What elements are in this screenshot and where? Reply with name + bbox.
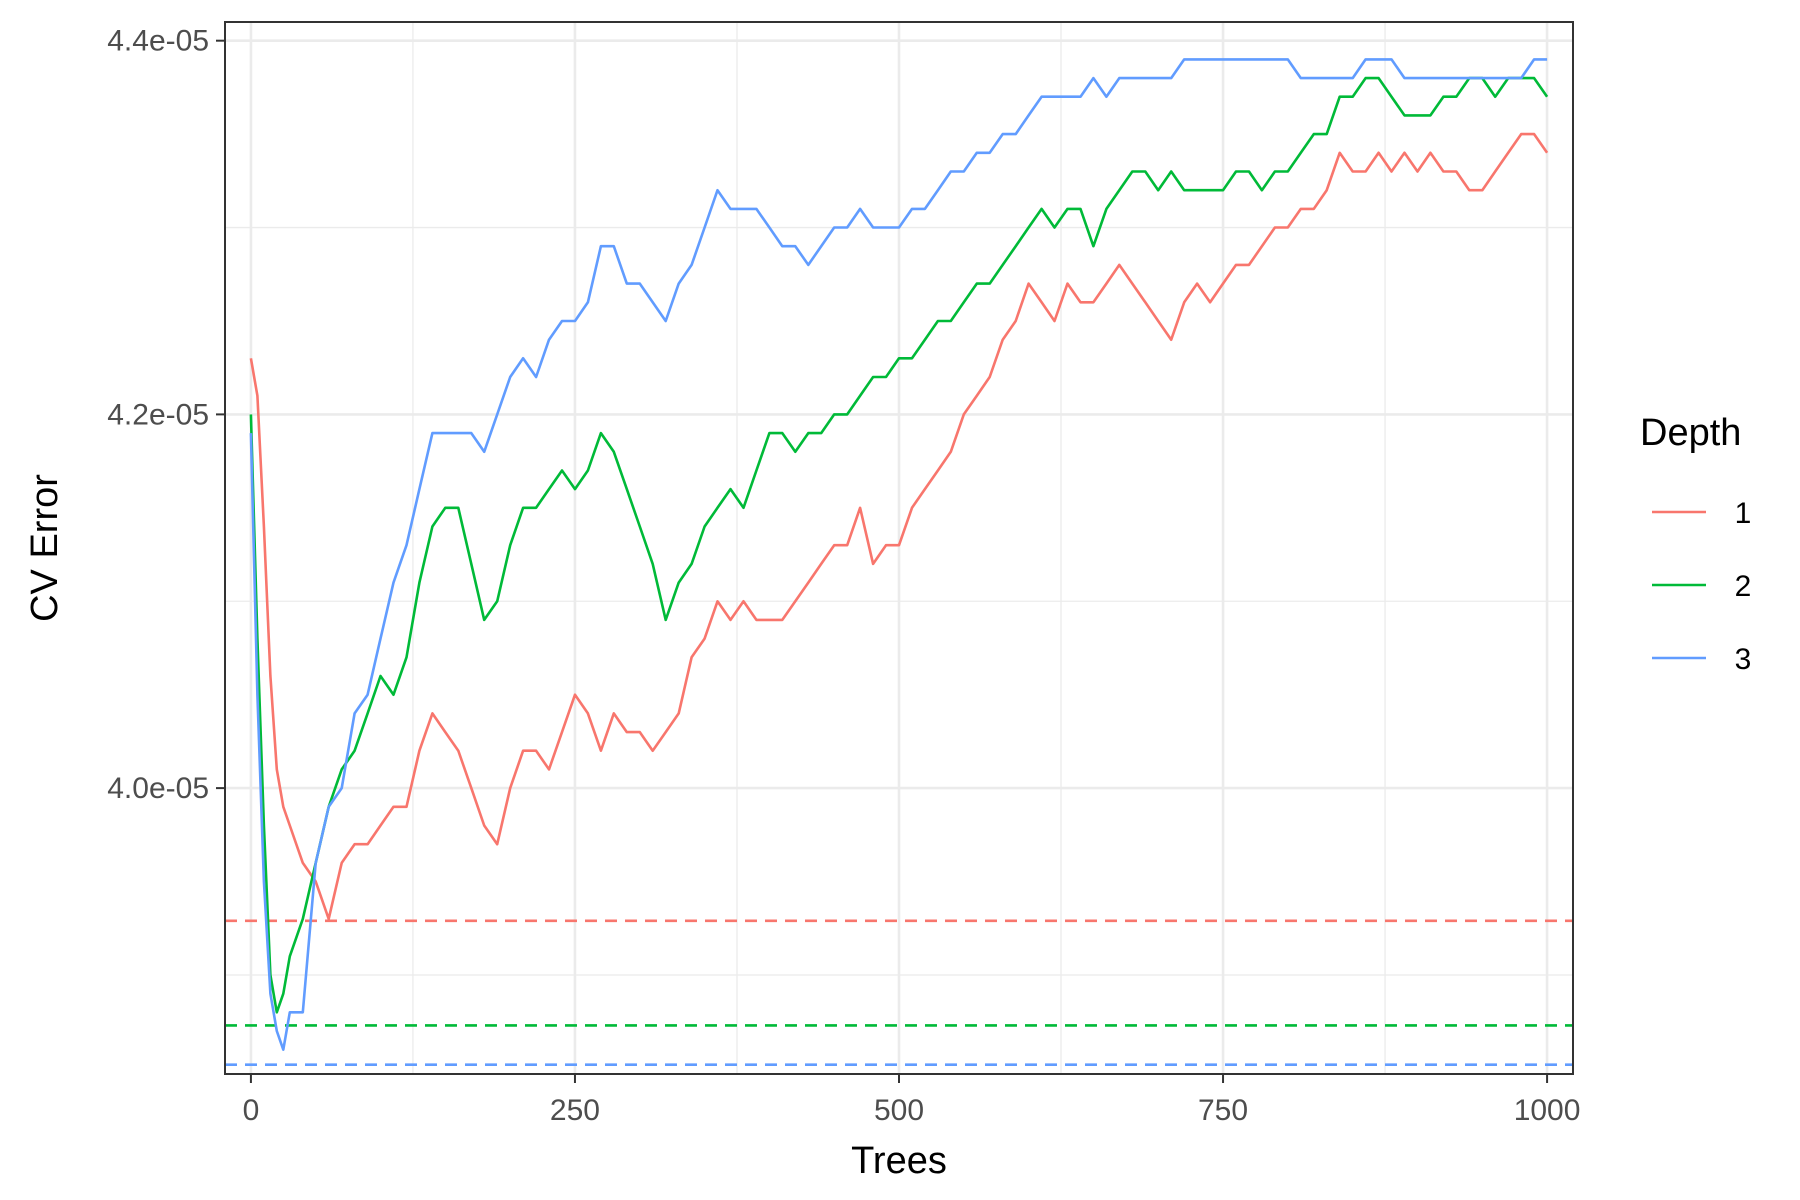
x-tick-label: 500 [874,1094,924,1127]
x-tick-label: 1000 [1514,1094,1581,1127]
series-line-depth-2 [249,76,1549,1014]
legend: Depth 1 2 3 [1640,412,1751,676]
y-tick-label: 4.2e-05 [107,398,209,431]
series-line-depth-3 [249,58,1548,1051]
x-tick-label: 250 [550,1094,600,1127]
legend-items: 1 2 3 [1652,497,1751,676]
legend-label-depth-1: 1 [1735,497,1752,530]
minimum-reference-lines [225,919,1573,1066]
y-tick-label: 4.4e-05 [107,25,209,58]
y-axis-ticks [216,39,225,790]
y-axis-tick-labels: 4.0e-05 4.2e-05 4.4e-05 [107,25,209,805]
x-axis-ticks [249,1074,1549,1083]
x-tick-label: 750 [1198,1094,1248,1127]
legend-title: Depth [1640,412,1741,454]
legend-label-depth-2: 2 [1735,570,1752,603]
series-lines [249,58,1549,1051]
legend-label-depth-3: 3 [1735,643,1752,676]
x-axis-title: Trees [851,1140,947,1182]
y-axis-title: CV Error [24,474,66,622]
y-tick-label: 4.0e-05 [107,772,209,805]
x-axis-tick-labels: 0 250 500 750 1000 [243,1094,1581,1127]
major-gridlines [225,22,1573,1074]
series-line-depth-1 [249,132,1549,921]
x-tick-label: 0 [243,1094,260,1127]
